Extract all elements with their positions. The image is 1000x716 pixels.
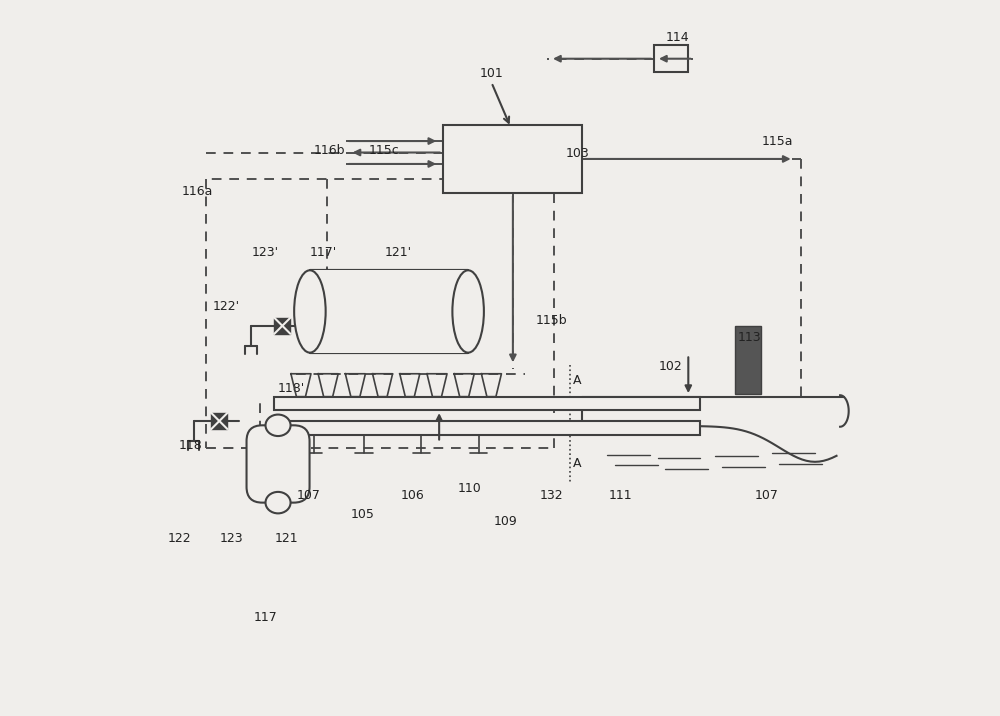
- Text: 117: 117: [253, 611, 277, 624]
- Text: 107: 107: [296, 489, 320, 502]
- Text: 132: 132: [540, 489, 563, 502]
- Bar: [735, 326, 761, 394]
- Bar: [274, 397, 700, 410]
- Polygon shape: [211, 413, 227, 429]
- Text: 111: 111: [608, 489, 632, 502]
- Text: 107: 107: [754, 489, 778, 502]
- Text: 115b: 115b: [536, 314, 567, 327]
- Text: 103: 103: [565, 147, 589, 160]
- Text: 102: 102: [659, 360, 682, 373]
- FancyBboxPatch shape: [247, 425, 310, 503]
- Bar: [654, 45, 688, 72]
- Text: 115a: 115a: [762, 135, 794, 148]
- Bar: [310, 271, 468, 353]
- Bar: [443, 125, 582, 193]
- Text: 110: 110: [458, 482, 482, 495]
- Bar: [274, 421, 700, 435]
- Text: 123: 123: [220, 532, 243, 545]
- Text: 113: 113: [737, 332, 761, 344]
- Text: 115c: 115c: [369, 144, 399, 157]
- Text: 122': 122': [213, 300, 240, 313]
- Text: A: A: [573, 374, 582, 387]
- Text: 109: 109: [494, 515, 518, 528]
- Ellipse shape: [452, 271, 484, 353]
- Text: 121: 121: [275, 532, 298, 545]
- Text: 106: 106: [401, 489, 425, 502]
- Text: 114: 114: [666, 31, 689, 44]
- Bar: [310, 271, 468, 353]
- Text: 122: 122: [167, 532, 191, 545]
- Ellipse shape: [266, 492, 291, 513]
- Text: 116b: 116b: [314, 144, 345, 157]
- Text: 123': 123': [252, 246, 279, 258]
- Text: 117': 117': [310, 246, 337, 258]
- Text: 116a: 116a: [182, 185, 214, 198]
- Text: 118: 118: [179, 439, 203, 452]
- Text: 118': 118': [277, 382, 305, 395]
- Text: 101: 101: [480, 67, 503, 79]
- Polygon shape: [274, 318, 290, 334]
- Text: A: A: [573, 458, 582, 470]
- Ellipse shape: [266, 415, 291, 436]
- Text: 105: 105: [351, 508, 374, 521]
- Ellipse shape: [294, 271, 326, 353]
- Text: 121': 121': [385, 246, 412, 258]
